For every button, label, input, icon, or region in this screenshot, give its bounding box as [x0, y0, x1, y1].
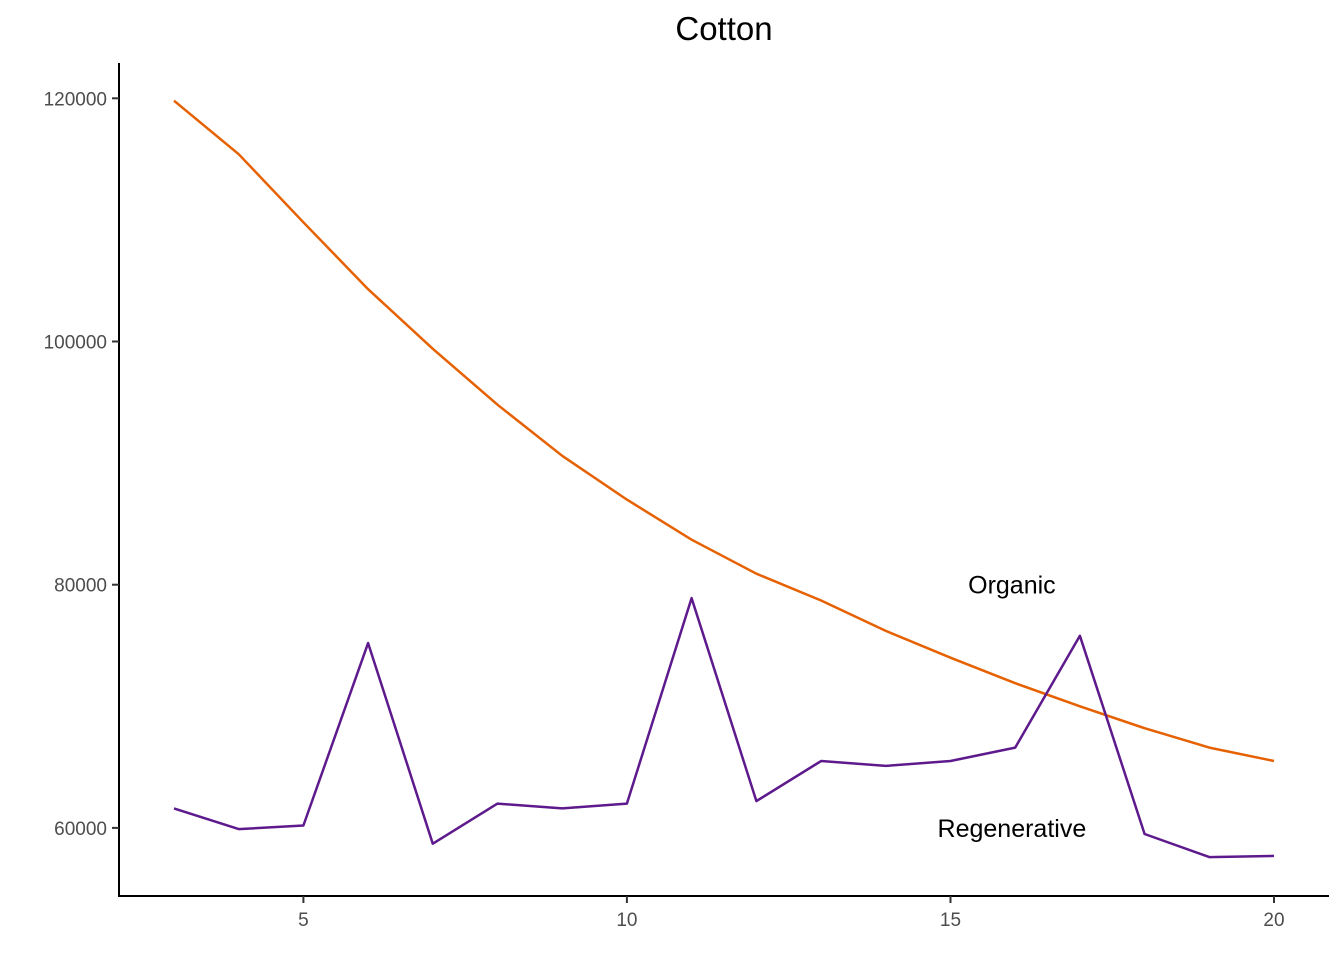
- y-tick-label: 120000: [44, 89, 107, 110]
- x-tick-label: 20: [1263, 910, 1284, 931]
- series-line-regenerative: [173, 596, 1275, 859]
- series-line-organic: [173, 99, 1275, 763]
- x-tick-label: 5: [298, 910, 309, 931]
- annotation-layer: Organic Regenerative: [938, 572, 1087, 843]
- series-label-organic: Organic: [968, 572, 1056, 600]
- series-label-regenerative: Regenerative: [938, 815, 1087, 843]
- x-axis-ticks: 5 10 15 20: [298, 896, 1285, 931]
- x-tick-label: 10: [616, 910, 637, 931]
- y-tick-label: 80000: [54, 576, 107, 597]
- y-axis-ticks: 60000 80000 100000 120000: [44, 89, 119, 840]
- y-tick-label: 100000: [44, 333, 107, 354]
- y-tick-label: 60000: [54, 819, 107, 840]
- x-tick-label: 15: [940, 910, 961, 931]
- series-layer: [173, 99, 1275, 859]
- chart-title: Cotton: [675, 10, 772, 47]
